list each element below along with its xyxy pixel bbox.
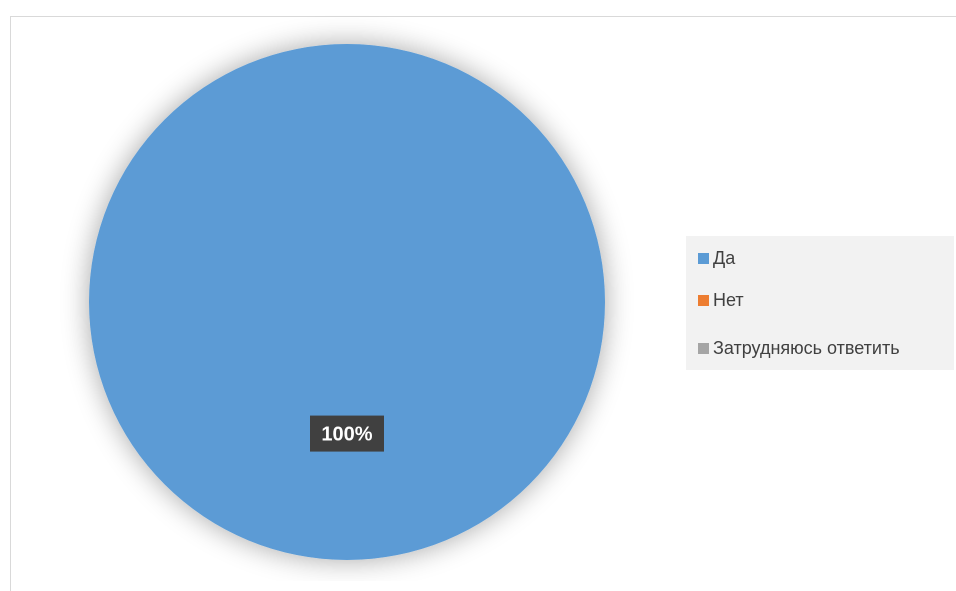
pie-slice-yes <box>89 44 605 560</box>
legend-item-yes: Да <box>698 248 735 269</box>
legend-label-no: Нет <box>713 290 744 310</box>
data-label-box-yes <box>310 415 384 452</box>
legend-label-unsure: Затрудняюсь ответить <box>713 338 900 358</box>
legend: Да Нет Затрудняюсь ответить <box>686 236 954 370</box>
legend-swatch-yes <box>698 253 709 264</box>
data-label-yes: 100% <box>321 424 372 446</box>
legend-swatch-no <box>698 295 709 306</box>
legend-item-no: Нет <box>698 290 744 311</box>
legend-label-yes: Да <box>713 248 736 268</box>
legend-item-unsure: Затрудняюсь ответить <box>698 338 900 359</box>
legend-swatch-unsure <box>698 343 709 354</box>
